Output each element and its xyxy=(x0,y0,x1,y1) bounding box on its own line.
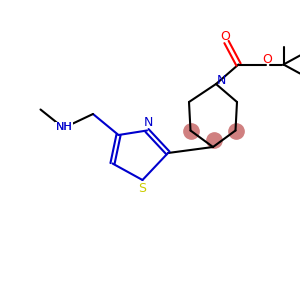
Text: S: S xyxy=(139,182,146,195)
Text: O: O xyxy=(220,30,230,43)
Text: NH: NH xyxy=(56,122,72,133)
Text: NH: NH xyxy=(56,122,72,133)
Text: N: N xyxy=(217,74,226,88)
Text: O: O xyxy=(262,52,272,66)
Text: N: N xyxy=(144,116,153,129)
